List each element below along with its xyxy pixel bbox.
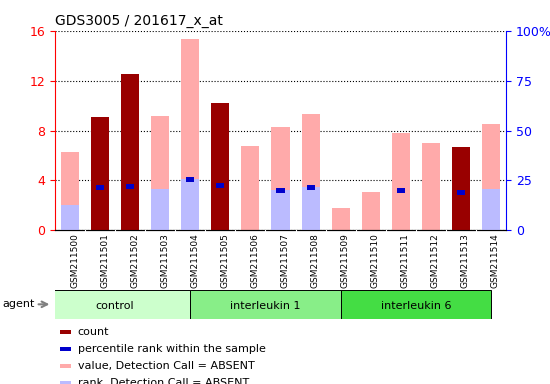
Bar bbox=[452, 147, 470, 230]
Text: interleukin 1: interleukin 1 bbox=[230, 301, 301, 311]
Text: GSM211501: GSM211501 bbox=[100, 233, 109, 288]
Bar bbox=[301, 187, 320, 230]
Bar bbox=[241, 146, 260, 230]
Bar bbox=[182, 179, 199, 230]
Text: GSM211512: GSM211512 bbox=[431, 233, 440, 288]
Text: GSM211513: GSM211513 bbox=[461, 233, 470, 288]
Bar bbox=[211, 103, 229, 230]
Text: GSM211507: GSM211507 bbox=[280, 233, 289, 288]
Bar bbox=[340, 290, 491, 319]
Bar bbox=[59, 381, 71, 384]
Text: control: control bbox=[96, 301, 134, 311]
Bar bbox=[216, 183, 224, 188]
Bar bbox=[190, 290, 340, 319]
Bar bbox=[306, 185, 315, 190]
Bar bbox=[301, 114, 320, 230]
Bar bbox=[96, 185, 104, 190]
Bar bbox=[332, 208, 350, 230]
Text: count: count bbox=[78, 327, 109, 337]
Text: GSM211508: GSM211508 bbox=[311, 233, 320, 288]
Bar bbox=[422, 143, 440, 230]
Text: GSM211504: GSM211504 bbox=[190, 233, 199, 288]
Text: interleukin 6: interleukin 6 bbox=[381, 301, 451, 311]
Bar bbox=[121, 74, 139, 230]
Bar bbox=[277, 188, 284, 193]
Text: GSM211502: GSM211502 bbox=[130, 233, 139, 288]
Bar bbox=[392, 133, 410, 230]
Bar bbox=[182, 40, 199, 230]
Text: value, Detection Call = ABSENT: value, Detection Call = ABSENT bbox=[78, 361, 254, 371]
Text: GSM211506: GSM211506 bbox=[250, 233, 260, 288]
Bar bbox=[40, 290, 190, 319]
Text: GSM211510: GSM211510 bbox=[371, 233, 380, 288]
Bar bbox=[482, 189, 500, 230]
Bar bbox=[126, 184, 134, 189]
Bar bbox=[59, 364, 71, 368]
Text: rank, Detection Call = ABSENT: rank, Detection Call = ABSENT bbox=[78, 377, 249, 384]
Text: GSM211500: GSM211500 bbox=[70, 233, 79, 288]
Bar bbox=[59, 347, 71, 351]
Text: GSM211505: GSM211505 bbox=[221, 233, 229, 288]
Bar bbox=[362, 192, 380, 230]
Bar bbox=[482, 124, 500, 230]
Bar bbox=[151, 189, 169, 230]
Bar bbox=[59, 330, 71, 334]
Bar bbox=[91, 117, 109, 230]
Bar bbox=[61, 205, 79, 230]
Text: GSM211509: GSM211509 bbox=[340, 233, 350, 288]
Bar bbox=[272, 190, 289, 230]
Text: GSM211514: GSM211514 bbox=[491, 233, 500, 288]
Bar bbox=[397, 188, 405, 193]
Text: GSM211511: GSM211511 bbox=[401, 233, 410, 288]
Bar bbox=[186, 177, 194, 182]
Text: agent: agent bbox=[3, 299, 35, 310]
Bar bbox=[272, 127, 289, 230]
Bar bbox=[151, 116, 169, 230]
Bar bbox=[457, 190, 465, 195]
Text: percentile rank within the sample: percentile rank within the sample bbox=[78, 344, 266, 354]
Bar bbox=[61, 152, 79, 230]
Text: GSM211503: GSM211503 bbox=[160, 233, 169, 288]
Text: GDS3005 / 201617_x_at: GDS3005 / 201617_x_at bbox=[55, 14, 223, 28]
